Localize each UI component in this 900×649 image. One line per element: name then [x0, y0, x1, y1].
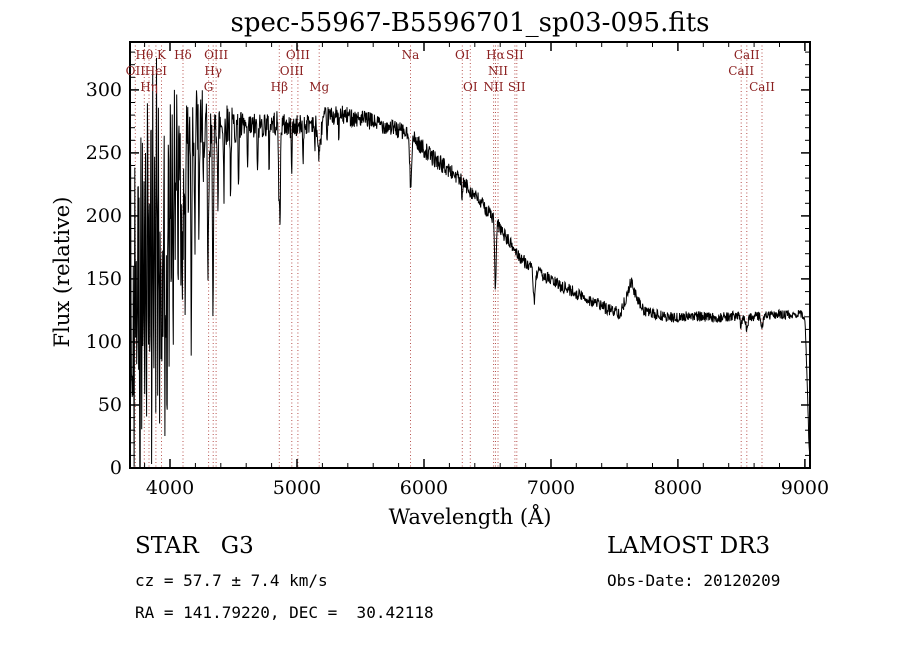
x-tick-label: 6000 [399, 477, 449, 499]
spectral-line-label: Hδ [174, 48, 192, 62]
x-tick-label: 8000 [653, 477, 703, 499]
plot-title: spec-55967-B5596701_sp03-095.fits [230, 8, 710, 38]
y-tick-label: 100 [85, 330, 122, 353]
y-tick-label: 50 [97, 393, 122, 416]
spectral-line-label: Na [401, 48, 420, 62]
spectral-line-label: Hβ [270, 80, 289, 94]
survey-label: LAMOST DR3 [607, 533, 771, 559]
object-class-label: STAR G3 [135, 533, 254, 559]
x-tick-label: 9000 [780, 477, 830, 499]
y-tick-label: 200 [85, 204, 122, 227]
cz-value: cz = 57.7 ± 7.4 km/s [135, 571, 328, 590]
y-tick-label: 250 [85, 141, 122, 164]
spectral-line-label: OIII [279, 64, 304, 78]
spectral-line-label: SII [507, 80, 526, 94]
y-tick-label: 0 [109, 457, 122, 479]
spectral-line-label: CaII [733, 48, 760, 62]
spectral-line-label: Hθ [135, 48, 154, 62]
x-tick-label: 5000 [272, 477, 322, 499]
spectral-line-label: CaII [728, 64, 755, 78]
spectral-line-label: Mg [309, 80, 330, 94]
x-axis-label: Wavelength (Å) [388, 505, 552, 529]
spectral-line-label: OIII [204, 48, 229, 62]
y-tick-label: 150 [85, 267, 122, 290]
spectrum-trace [130, 57, 811, 468]
plot-frame [129, 41, 811, 469]
spectral-line-label: OIII [285, 48, 310, 62]
spectral-line-label: SII [506, 48, 524, 62]
spectral-line-label: OII [125, 64, 145, 78]
ra-dec-value: RA = 141.79220, DEC = 30.42118 [135, 603, 434, 622]
spectral-line-label: NII [483, 80, 504, 94]
x-tick-label: 4000 [145, 477, 195, 499]
spectral-line-label: K [157, 48, 166, 62]
spectral-line-label: OI [455, 48, 470, 62]
spectral-line-label: Hα [486, 48, 505, 62]
spectral-line-label: Hη [140, 80, 158, 94]
y-tick-label: 300 [85, 78, 122, 101]
x-tick-label: 7000 [526, 477, 576, 499]
spectral-line-label: HeI [144, 64, 168, 78]
spectral-line-label: CaII [749, 80, 775, 94]
spectral-line-label: Hγ [204, 64, 222, 78]
spectral-line-label: G [203, 80, 214, 94]
spectral-line-label: NII [488, 64, 508, 78]
spectral-line-label: OI [463, 80, 478, 94]
obs-date: Obs-Date: 20120209 [607, 571, 781, 590]
